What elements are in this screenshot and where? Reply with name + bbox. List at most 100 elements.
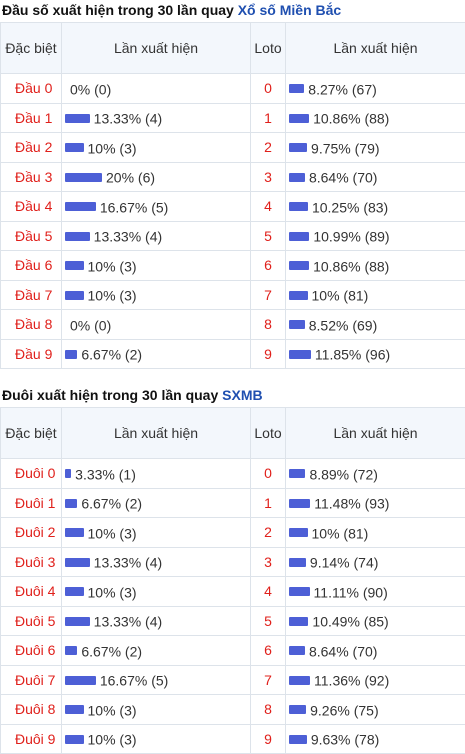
header-row: Đặc biệt Lần xuất hiện Loto Lần xuất hiện xyxy=(0,22,465,74)
count-cell: 13.33% (4) xyxy=(61,605,251,636)
loto-number: 0 xyxy=(250,73,286,104)
bar xyxy=(65,290,84,300)
count-label: 10% (3) xyxy=(87,257,137,274)
count-label: 9.63% (78) xyxy=(310,731,380,748)
count-label: 10.25% (83) xyxy=(311,198,389,215)
data-row: Đuôi 7 16.67% (5) 7 11.36% (92) xyxy=(0,664,465,695)
loto-number: 2 xyxy=(250,132,286,163)
bar xyxy=(65,231,90,241)
count-label: 6.67% (2) xyxy=(81,346,143,363)
count-cell: 8.27% (67) xyxy=(285,73,465,104)
count-cell: 11.85% (96) xyxy=(285,338,465,369)
data-row: Đầu 7 10% (3) 7 10% (81) xyxy=(0,279,465,310)
count-cell: 6.67% (2) xyxy=(61,487,251,518)
loto-number: 3 xyxy=(250,546,286,577)
title-link[interactable]: SXMB xyxy=(222,387,263,403)
row-label: Đuôi 2 xyxy=(0,517,62,548)
data-row: Đuôi 1 6.67% (2) 1 11.48% (93) xyxy=(0,487,465,518)
count-label: 10.86% (88) xyxy=(313,257,390,274)
count-label: 10.86% (88) xyxy=(313,110,390,127)
count-cell: 0% (0) xyxy=(61,309,251,340)
count-label: 13.33% (4) xyxy=(93,228,163,245)
data-row: Đầu 6 10% (3) 6 10.86% (88) xyxy=(0,250,465,281)
count-label: 10% (3) xyxy=(87,524,137,541)
loto-number: 1 xyxy=(250,102,286,133)
header-cell: Loto xyxy=(250,407,286,459)
bar xyxy=(289,616,309,626)
bar xyxy=(289,349,311,359)
loto-number: 2 xyxy=(250,517,286,548)
count-label: 10% (3) xyxy=(87,701,137,718)
bar xyxy=(65,646,78,656)
bar xyxy=(65,113,90,123)
count-cell: 13.33% (4) xyxy=(61,102,251,133)
bar xyxy=(289,557,306,567)
section-title: Đuôi xuất hiện trong 30 lần quay SXMB xyxy=(0,385,465,407)
count-cell: 0% (0) xyxy=(61,73,251,104)
loto-number: 9 xyxy=(250,723,286,754)
count-label: 10% (3) xyxy=(87,731,137,748)
loto-number: 4 xyxy=(250,576,286,607)
data-row: Đầu 8 0% (0) 8 8.52% (69) xyxy=(0,309,465,340)
data-row: Đuôi 5 13.33% (4) 5 10.49% (85) xyxy=(0,605,465,636)
bar xyxy=(65,705,84,715)
count-cell: 9.14% (74) xyxy=(285,546,465,577)
bar xyxy=(65,498,78,508)
bar xyxy=(289,202,308,212)
loto-number: 3 xyxy=(250,161,286,192)
count-cell: 10% (3) xyxy=(61,132,251,163)
data-row: Đầu 1 13.33% (4) 1 10.86% (88) xyxy=(0,102,465,133)
count-label: 10.99% (89) xyxy=(313,228,390,245)
bar xyxy=(289,113,310,123)
count-cell: 8.52% (69) xyxy=(285,309,465,340)
count-label: 8.89% (72) xyxy=(309,465,378,482)
count-label: 11.48% (93) xyxy=(314,495,390,512)
data-row: Đuôi 8 10% (3) 8 9.26% (75) xyxy=(0,694,465,725)
title-text: Đầu số xuất hiện trong 30 lần quay xyxy=(2,2,234,18)
bar xyxy=(289,84,305,94)
row-label: Đuôi 5 xyxy=(0,605,62,636)
count-cell: 16.67% (5) xyxy=(61,191,251,222)
bar xyxy=(289,261,310,271)
header-cell: Lần xuất hiện xyxy=(61,407,251,459)
row-label: Đầu 8 xyxy=(0,309,62,340)
header-row: Đặc biệt Lần xuất hiện Loto Lần xuất hiện xyxy=(0,407,465,459)
header-cell: Lần xuất hiện xyxy=(285,22,465,74)
count-cell: 10% (81) xyxy=(285,517,465,548)
count-cell: 13.33% (4) xyxy=(61,220,251,251)
bar xyxy=(289,646,305,656)
count-label: 10% (81) xyxy=(311,524,369,541)
bar xyxy=(65,349,78,359)
bar xyxy=(289,231,310,241)
data-row: Đuôi 3 13.33% (4) 3 9.14% (74) xyxy=(0,546,465,577)
loto-number: 5 xyxy=(250,605,286,636)
data-row: Đuôi 0 3.33% (1) 0 8.89% (72) xyxy=(0,458,465,489)
loto-number: 4 xyxy=(250,191,286,222)
row-label: Đầu 0 xyxy=(0,73,62,104)
bar xyxy=(289,143,308,153)
count-label: 11.36% (92) xyxy=(314,672,390,689)
header-cell: Đặc biệt xyxy=(0,22,62,74)
count-label: 3.33% (1) xyxy=(75,465,136,482)
count-cell: 9.63% (78) xyxy=(285,723,465,754)
count-label: 0% (0) xyxy=(70,316,112,333)
count-cell: 11.36% (92) xyxy=(285,664,465,695)
stats-table: Đặc biệt Lần xuất hiện Loto Lần xuất hiện Đầ… xyxy=(0,22,465,369)
loto-number: 0 xyxy=(250,458,286,489)
bar xyxy=(289,469,306,479)
bar xyxy=(289,587,310,597)
count-cell: 10% (3) xyxy=(61,250,251,281)
count-label: 8.27% (67) xyxy=(308,80,377,97)
title-link[interactable]: Xổ số Miền Bắc xyxy=(237,2,342,18)
header-cell: Lần xuất hiện xyxy=(285,407,465,459)
loto-number: 7 xyxy=(250,279,286,310)
bar xyxy=(289,290,308,300)
row-label: Đuôi 7 xyxy=(0,664,62,695)
count-label: 10% (3) xyxy=(87,583,137,600)
loto-number: 6 xyxy=(250,635,286,666)
header-cell: Loto xyxy=(250,22,286,74)
loto-number: 5 xyxy=(250,220,286,251)
data-row: Đầu 2 10% (3) 2 9.75% (79) xyxy=(0,132,465,163)
count-label: 9.75% (79) xyxy=(311,139,380,156)
